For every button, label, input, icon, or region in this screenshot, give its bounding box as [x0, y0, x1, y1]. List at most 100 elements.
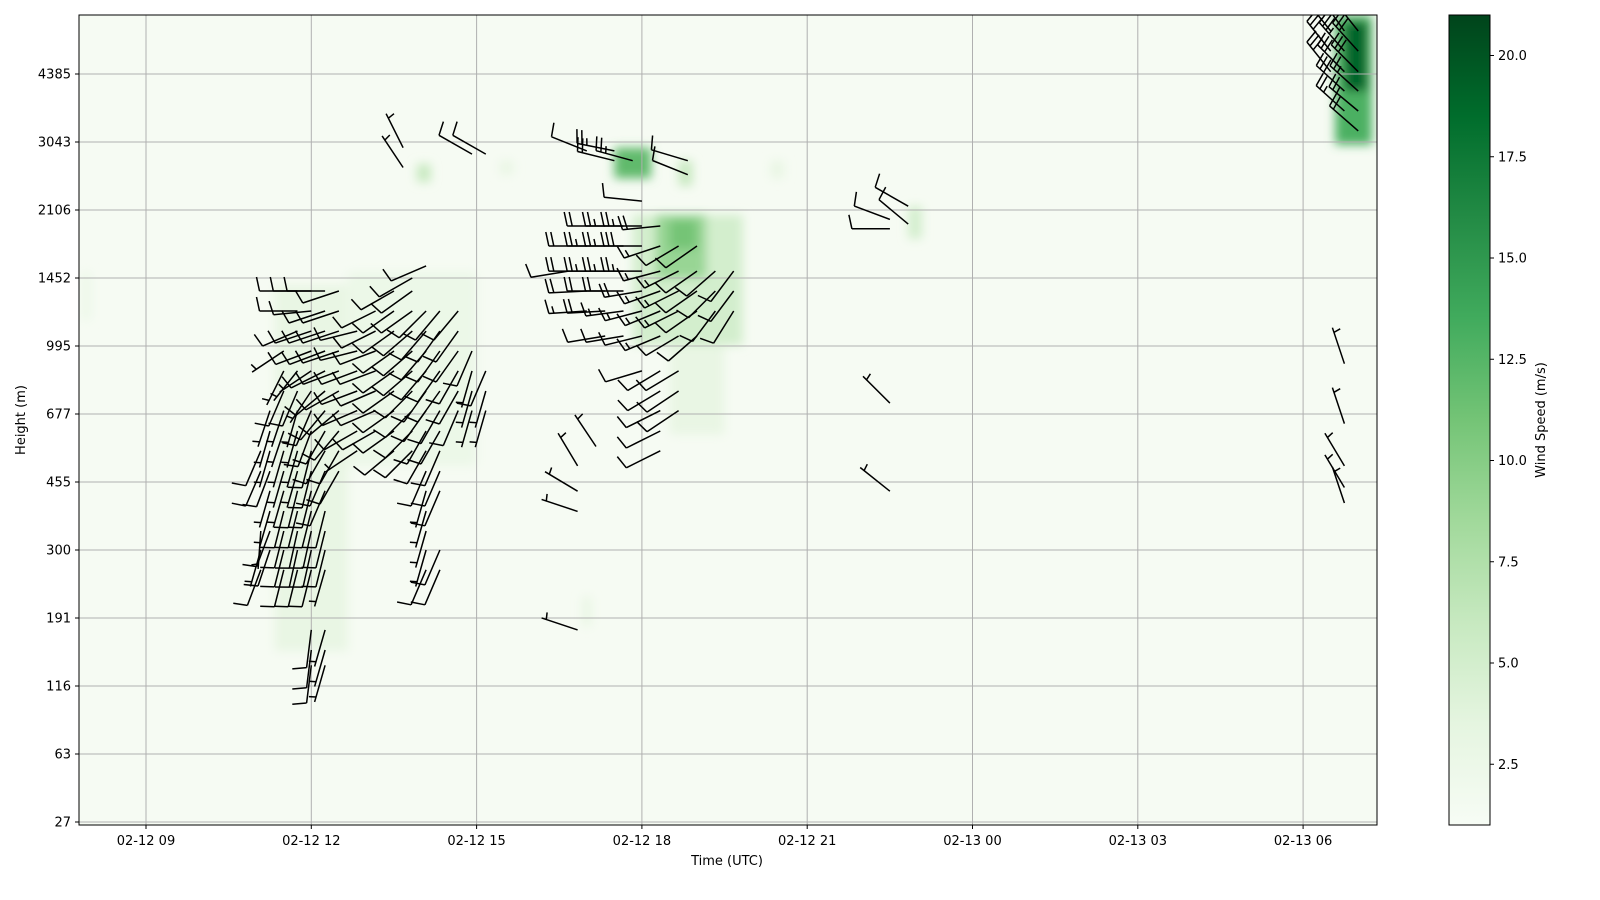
barb-staff [1328, 73, 1359, 112]
wind-barb [1331, 327, 1346, 364]
barb-staff [297, 410, 340, 436]
colorbar-tick-label: 20.0 [1498, 49, 1527, 64]
barb-staff [422, 330, 459, 363]
barb-staff [266, 430, 285, 468]
wind-barb [425, 390, 459, 425]
barb-staff [396, 569, 427, 606]
wind-barb [261, 370, 285, 406]
wind-barb [252, 410, 271, 447]
wind-barb [1324, 432, 1346, 467]
barb-staff [600, 256, 642, 272]
barb-staff [372, 450, 413, 479]
barb-staff [544, 467, 578, 492]
wind-barb [396, 470, 427, 507]
barb-staff [654, 290, 698, 314]
barb-staff [253, 490, 271, 528]
wind-barb [1328, 73, 1359, 112]
barb-staff [407, 410, 441, 445]
wind-barb [1318, 15, 1345, 52]
wind-barb [409, 530, 427, 568]
barb-staff [281, 350, 326, 366]
barb-staff [254, 390, 285, 427]
barb-staff [351, 390, 395, 414]
barb-staff [574, 413, 597, 447]
wind-barb [600, 256, 642, 272]
barb-staff [557, 432, 579, 467]
wind-barb [351, 370, 395, 394]
y-tick-label: 63 [54, 748, 71, 763]
wind-barb [469, 390, 487, 428]
wind-barb [697, 270, 735, 303]
wind-barb [650, 135, 689, 162]
barb-staff [848, 214, 890, 230]
wind-barb [410, 490, 441, 527]
barb-staff [255, 296, 298, 312]
barb-staff [371, 350, 413, 377]
barb-staff [324, 450, 358, 473]
barb-staff [308, 649, 326, 687]
wind-barb [372, 390, 413, 419]
wind-barb [267, 330, 312, 344]
wind-barb [278, 370, 312, 393]
wind-barb [283, 276, 326, 292]
barb-staff [679, 310, 716, 343]
barb-staff [331, 350, 376, 366]
barb-staff [616, 335, 661, 352]
wind-barb [525, 263, 569, 279]
wind-barb [676, 290, 716, 319]
barb-staff [409, 549, 427, 587]
barb-staff [250, 350, 285, 373]
barb-staff [1316, 15, 1332, 32]
x-tick-label: 02-12 15 [447, 834, 505, 849]
barb-staff [699, 310, 735, 344]
wind-barb [1332, 15, 1346, 32]
wind-barb [313, 409, 358, 427]
wind-barb [231, 470, 262, 507]
wind-barb [273, 510, 299, 549]
wind-barb [308, 629, 326, 667]
wind-barb [550, 122, 588, 152]
wind-barb [878, 186, 909, 225]
wind-barb [635, 290, 679, 309]
barb-staff [370, 290, 413, 314]
wind-barb [409, 490, 427, 528]
barb-staff [313, 370, 358, 386]
wind-barb [617, 390, 661, 412]
wind-barb [541, 612, 578, 631]
barb-staff [635, 270, 679, 289]
wind-barb [598, 331, 643, 346]
wind-barb [281, 350, 326, 366]
wind-barb [616, 335, 661, 352]
x-axis-ticks: 02-12 09 02-12 12 02-12 15 02-12 18 02-12 21… [117, 825, 1332, 849]
barb-staff [597, 368, 643, 383]
wind-barb [576, 137, 615, 162]
wind-barb [270, 370, 299, 402]
barb-staff [469, 410, 487, 448]
colorbar-tick-label: 12.5 [1498, 353, 1527, 368]
barb-staff [231, 450, 262, 487]
x-tick-label: 02-12 09 [117, 834, 175, 849]
barb-staff [595, 136, 633, 162]
barb-staff [1318, 15, 1345, 52]
wind-barb [674, 270, 716, 297]
barb-staff [1306, 30, 1332, 73]
colorbar-ticks: 2.5 5.0 7.5 10.0 12.5 15.0 17.5 20.0 [1490, 49, 1527, 773]
barb-staff [635, 245, 679, 267]
heatmap-cell [1344, 21, 1368, 92]
barb-staff [308, 665, 326, 703]
colorbar-label: Wind Speed (m/s) [1534, 362, 1549, 478]
wind-barb [281, 470, 299, 508]
grid-lines [79, 15, 1377, 825]
wind-barb [331, 370, 376, 386]
barb-staff [1324, 432, 1346, 467]
barb-staff [253, 330, 298, 347]
wind-barb [301, 430, 340, 461]
barb-staff [541, 493, 578, 513]
wind-barb [267, 350, 312, 366]
barb-staff [372, 410, 413, 439]
wind-barb [351, 330, 395, 354]
barb-staff [351, 310, 395, 334]
barb-staff [273, 569, 299, 608]
barb-staff [267, 470, 285, 508]
wind-barb [404, 350, 441, 383]
